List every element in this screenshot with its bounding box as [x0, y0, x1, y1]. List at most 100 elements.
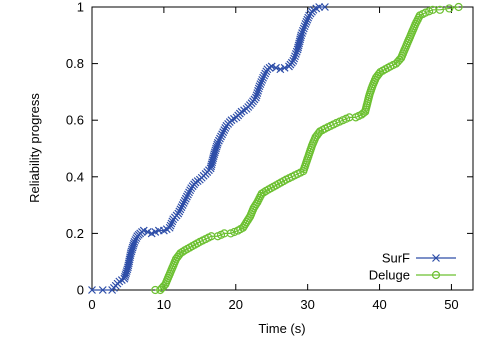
- data-point: [165, 223, 174, 232]
- data-point: [302, 17, 311, 26]
- x-tick-label: 10: [157, 297, 171, 312]
- data-point: [176, 249, 185, 258]
- data-point: [303, 15, 312, 24]
- data-point: [254, 86, 262, 95]
- data-point: [252, 200, 261, 209]
- legend-marker: [431, 270, 441, 280]
- data-point: [226, 229, 235, 238]
- x-tick-label: 50: [444, 297, 458, 312]
- data-point: [175, 207, 184, 216]
- y-tick-label: 1: [77, 0, 84, 15]
- data-point: [177, 203, 186, 212]
- data-point: [296, 33, 305, 42]
- data-point: [132, 234, 141, 243]
- y-tick-label: 0.6: [66, 113, 84, 128]
- y-tick-label: 0.8: [66, 56, 84, 71]
- data-point: [304, 13, 313, 22]
- legend-label: SurF: [382, 251, 410, 266]
- data-point: [184, 190, 192, 199]
- data-point: [214, 136, 223, 145]
- data-point: [159, 282, 168, 291]
- data-point: [220, 126, 229, 135]
- data-point: [297, 31, 306, 40]
- data-point: [186, 186, 195, 195]
- y-axis: 0 0.2 0.4 0.6 0.8 1: [66, 0, 473, 298]
- data-point: [131, 236, 140, 244]
- data-point: [267, 62, 276, 71]
- data-point: [98, 286, 107, 294]
- data-point: [445, 4, 454, 13]
- data-point: [421, 8, 430, 17]
- data-point: [176, 205, 185, 214]
- series-layer: [88, 2, 463, 295]
- data-point: [130, 237, 139, 246]
- data-point: [272, 63, 280, 72]
- series-surf: [88, 3, 329, 294]
- series-line: [92, 6, 325, 291]
- data-point: [255, 82, 264, 91]
- data-point: [260, 71, 269, 80]
- data-point: [300, 22, 309, 31]
- data-point: [213, 138, 222, 147]
- y-tick-label: 0.2: [66, 226, 84, 241]
- data-point: [298, 26, 307, 35]
- data-point: [261, 69, 270, 78]
- y-tick-label: 0.4: [66, 169, 84, 184]
- plot-frame: [91, 6, 474, 291]
- x-tick-label: 0: [88, 297, 95, 312]
- y-axis-title: Reliability progress: [27, 93, 42, 203]
- data-point: [257, 189, 266, 198]
- data-point: [254, 84, 263, 93]
- data-point: [178, 201, 187, 210]
- data-point: [292, 47, 301, 56]
- x-axis-title: Time (s): [258, 321, 305, 336]
- data-point: [395, 55, 404, 64]
- data-point: [179, 199, 188, 207]
- data-point: [425, 7, 434, 16]
- data-point: [315, 3, 324, 11]
- data-point: [256, 80, 265, 89]
- data-point: [289, 56, 298, 65]
- data-point: [454, 2, 463, 12]
- data-point: [216, 134, 224, 143]
- data-point: [218, 130, 227, 139]
- y-tick-label: 0: [77, 283, 84, 298]
- data-point: [258, 75, 267, 84]
- data-point: [290, 54, 299, 63]
- data-point: [291, 52, 299, 61]
- data-point: [168, 217, 177, 226]
- data-point: [276, 65, 285, 74]
- data-point: [166, 221, 175, 230]
- x-tick-label: 20: [229, 297, 243, 312]
- data-point: [167, 219, 176, 228]
- legend-marker: [432, 254, 440, 262]
- data-point: [259, 73, 268, 82]
- data-point: [257, 78, 266, 86]
- data-point: [185, 188, 193, 197]
- data-point: [251, 93, 260, 102]
- data-point: [182, 192, 191, 201]
- data-point: [252, 91, 261, 100]
- series-deluge: [151, 2, 463, 295]
- data-point: [180, 196, 189, 205]
- data-point: [219, 128, 228, 137]
- data-point: [217, 132, 225, 141]
- data-point: [299, 24, 308, 33]
- data-point: [88, 286, 96, 294]
- x-tick-label: 30: [300, 297, 314, 312]
- legend-label: Deluge: [369, 268, 410, 283]
- data-point: [174, 209, 183, 218]
- data-point: [291, 50, 300, 58]
- data-point: [221, 124, 230, 132]
- data-point: [213, 140, 222, 149]
- data-point: [280, 63, 289, 72]
- data-point: [320, 3, 329, 11]
- data-point: [301, 20, 310, 28]
- data-point: [181, 194, 190, 203]
- legend: SurF Deluge: [369, 251, 456, 283]
- x-tick-label: 40: [372, 297, 386, 312]
- data-point: [253, 89, 262, 97]
- data-point: [435, 5, 445, 14]
- data-point: [298, 29, 306, 37]
